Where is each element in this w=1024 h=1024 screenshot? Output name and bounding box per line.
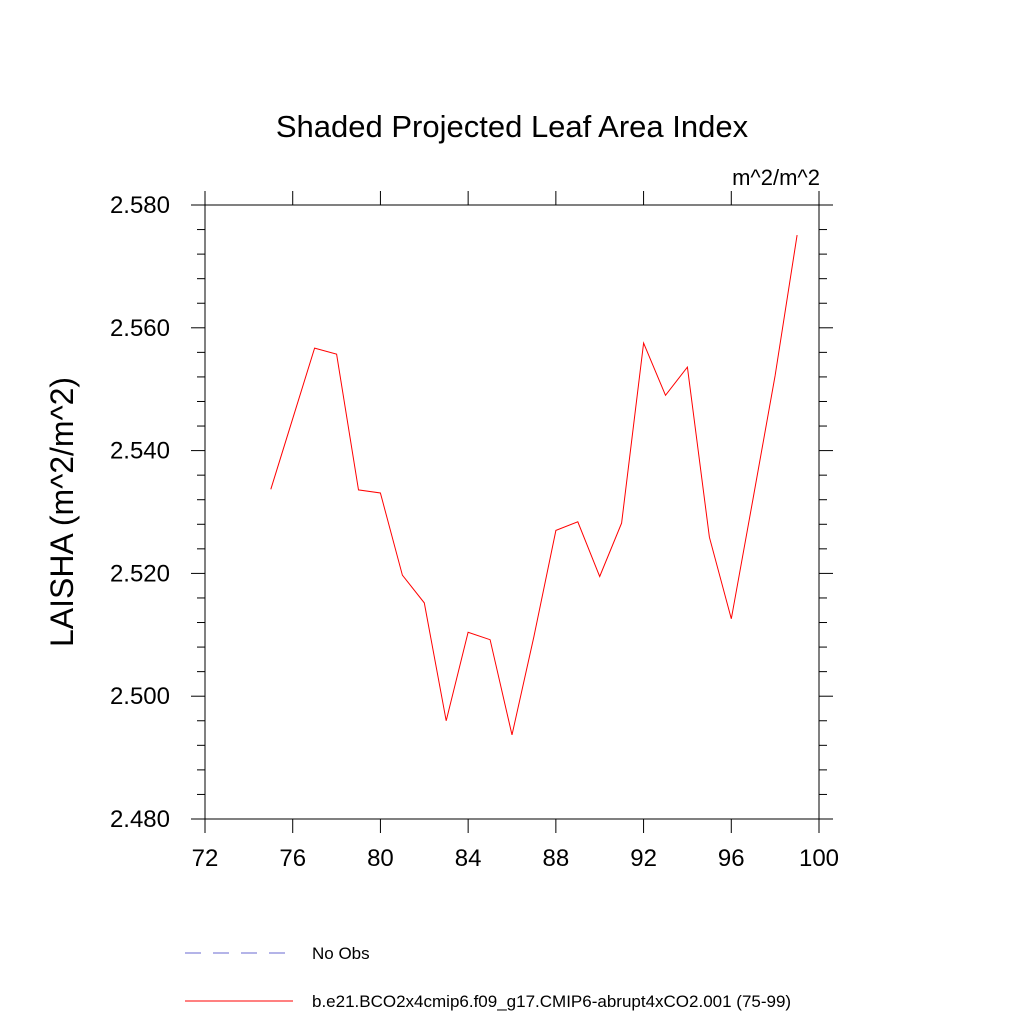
- legend-label-no-obs: No Obs: [312, 944, 370, 963]
- x-tick-label: 88: [543, 845, 570, 872]
- x-tick-label: 80: [367, 845, 394, 872]
- x-tick-label: 72: [192, 845, 219, 872]
- x-tick-label: 100: [799, 845, 839, 872]
- x-tick-label: 96: [718, 845, 745, 872]
- x-tick-label: 84: [455, 845, 482, 872]
- y-axis-ticks: 2.480 2.500 2.520 2.540 2.560 2.580: [110, 192, 833, 833]
- y-tick-label: 2.580: [110, 192, 170, 219]
- legend-label-model: b.e21.BCO2x4cmip6.f09_g17.CMIP6-abrupt4x…: [312, 992, 791, 1011]
- y-axis-label: LAISHA (m^2/m^2): [44, 377, 80, 647]
- y-tick-label: 2.500: [110, 683, 170, 710]
- y-tick-label: 2.520: [110, 560, 170, 587]
- series-layer: [270, 235, 798, 736]
- y-tick-label: 2.560: [110, 315, 170, 342]
- y-tick-label: 2.480: [110, 806, 170, 833]
- chart-title: Shaded Projected Leaf Area Index: [276, 109, 749, 144]
- series-line: [270, 235, 798, 736]
- legend: No Obs b.e21.BCO2x4cmip6.f09_g17.CMIP6-a…: [185, 944, 791, 1011]
- x-axis-ticks: 72 76 80 84 88 92 96 100: [192, 191, 839, 872]
- x-tick-label: 92: [630, 845, 657, 872]
- x-tick-label: 76: [279, 845, 306, 872]
- y-tick-label: 2.540: [110, 438, 170, 465]
- units-label: m^2/m^2: [732, 165, 820, 190]
- plot-frame: [204, 204, 820, 820]
